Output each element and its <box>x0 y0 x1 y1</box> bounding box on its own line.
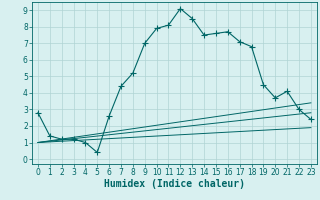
X-axis label: Humidex (Indice chaleur): Humidex (Indice chaleur) <box>104 179 245 189</box>
